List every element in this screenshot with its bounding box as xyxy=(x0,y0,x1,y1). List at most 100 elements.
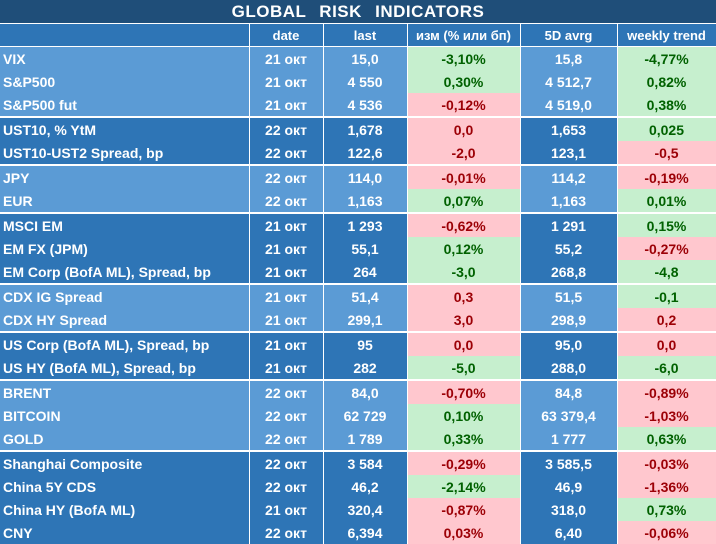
date-cell: 21 окт xyxy=(249,213,323,237)
five-day-avg-cell: 51,5 xyxy=(520,284,617,308)
weekly-trend-cell: -0,1 xyxy=(617,284,716,308)
five-day-avg-cell: 318,0 xyxy=(520,498,617,521)
weekly-trend-cell: -1,36% xyxy=(617,475,716,498)
col-header-last: last xyxy=(323,24,407,47)
weekly-trend-cell: -0,27% xyxy=(617,237,716,260)
weekly-trend-cell: 0,82% xyxy=(617,70,716,93)
weekly-trend-cell: 0,01% xyxy=(617,189,716,213)
indicator-name: GOLD xyxy=(0,427,249,451)
five-day-avg-cell: 84,8 xyxy=(520,380,617,404)
date-cell: 21 окт xyxy=(249,260,323,284)
date-cell: 21 окт xyxy=(249,356,323,380)
col-header-indicator xyxy=(0,24,249,47)
five-day-avg-cell: 46,9 xyxy=(520,475,617,498)
col-header-5d-avg: 5D avrg xyxy=(520,24,617,47)
date-cell: 21 окт xyxy=(249,498,323,521)
weekly-trend-cell: -0,19% xyxy=(617,165,716,189)
date-cell: 22 окт xyxy=(249,404,323,427)
last-value-cell: 114,0 xyxy=(323,165,407,189)
indicator-name: UST10-UST2 Spread, bp xyxy=(0,141,249,165)
five-day-avg-cell: 114,2 xyxy=(520,165,617,189)
last-value-cell: 1 789 xyxy=(323,427,407,451)
five-day-avg-cell: 288,0 xyxy=(520,356,617,380)
weekly-trend-cell: 0,73% xyxy=(617,498,716,521)
indicator-name: Shanghai Composite xyxy=(0,451,249,475)
change-cell: -2,0 xyxy=(407,141,520,165)
indicator-name: S&P500 xyxy=(0,70,249,93)
indicator-name: BITCOIN xyxy=(0,404,249,427)
date-cell: 22 окт xyxy=(249,165,323,189)
indicator-name: EM FX (JPM) xyxy=(0,237,249,260)
date-cell: 22 окт xyxy=(249,451,323,475)
last-value-cell: 6,394 xyxy=(323,521,407,544)
last-value-cell: 320,4 xyxy=(323,498,407,521)
date-cell: 22 окт xyxy=(249,141,323,165)
date-cell: 22 окт xyxy=(249,189,323,213)
last-value-cell: 3 584 xyxy=(323,451,407,475)
five-day-avg-cell: 3 585,5 xyxy=(520,451,617,475)
last-value-cell: 51,4 xyxy=(323,284,407,308)
five-day-avg-cell: 4 512,7 xyxy=(520,70,617,93)
change-cell: 0,0 xyxy=(407,332,520,356)
col-header-date: date xyxy=(249,24,323,47)
header-row: date last изм (% или бп) 5D avrg weekly … xyxy=(0,24,716,47)
change-cell: -0,62% xyxy=(407,213,520,237)
change-cell: 0,07% xyxy=(407,189,520,213)
weekly-trend-cell: 0,2 xyxy=(617,308,716,332)
last-value-cell: 4 536 xyxy=(323,93,407,117)
indicator-name: China HY (BofA ML) xyxy=(0,498,249,521)
last-value-cell: 95 xyxy=(323,332,407,356)
date-cell: 22 окт xyxy=(249,380,323,404)
change-cell: 0,03% xyxy=(407,521,520,544)
five-day-avg-cell: 4 519,0 xyxy=(520,93,617,117)
date-cell: 21 окт xyxy=(249,70,323,93)
change-cell: -5,0 xyxy=(407,356,520,380)
weekly-trend-cell: 0,025 xyxy=(617,117,716,141)
weekly-trend-cell: -4,77% xyxy=(617,47,716,71)
date-cell: 22 окт xyxy=(249,427,323,451)
change-cell: -2,14% xyxy=(407,475,520,498)
last-value-cell: 1,678 xyxy=(323,117,407,141)
five-day-avg-cell: 1,163 xyxy=(520,189,617,213)
weekly-trend-cell: 0,38% xyxy=(617,93,716,117)
indicator-name: S&P500 fut xyxy=(0,93,249,117)
five-day-avg-cell: 63 379,4 xyxy=(520,404,617,427)
change-cell: 0,12% xyxy=(407,237,520,260)
indicators-table: date last изм (% или бп) 5D avrg weekly … xyxy=(0,24,716,544)
last-value-cell: 46,2 xyxy=(323,475,407,498)
last-value-cell: 84,0 xyxy=(323,380,407,404)
last-value-cell: 1 293 xyxy=(323,213,407,237)
indicator-name: MSCI EM xyxy=(0,213,249,237)
five-day-avg-cell: 123,1 xyxy=(520,141,617,165)
weekly-trend-cell: -1,03% xyxy=(617,404,716,427)
last-value-cell: 299,1 xyxy=(323,308,407,332)
five-day-avg-cell: 1 291 xyxy=(520,213,617,237)
date-cell: 21 окт xyxy=(249,93,323,117)
change-cell: -0,29% xyxy=(407,451,520,475)
change-cell: 0,0 xyxy=(407,117,520,141)
five-day-avg-cell: 55,2 xyxy=(520,237,617,260)
weekly-trend-cell: -4,8 xyxy=(617,260,716,284)
sheet-title: GLOBAL RISK INDICATORS xyxy=(0,0,716,24)
change-cell: 3,0 xyxy=(407,308,520,332)
indicator-name: US Corp (BofA ML), Spread, bp xyxy=(0,332,249,356)
date-cell: 21 окт xyxy=(249,284,323,308)
change-cell: -0,87% xyxy=(407,498,520,521)
change-cell: 0,30% xyxy=(407,70,520,93)
last-value-cell: 4 550 xyxy=(323,70,407,93)
indicator-name: China 5Y CDS xyxy=(0,475,249,498)
